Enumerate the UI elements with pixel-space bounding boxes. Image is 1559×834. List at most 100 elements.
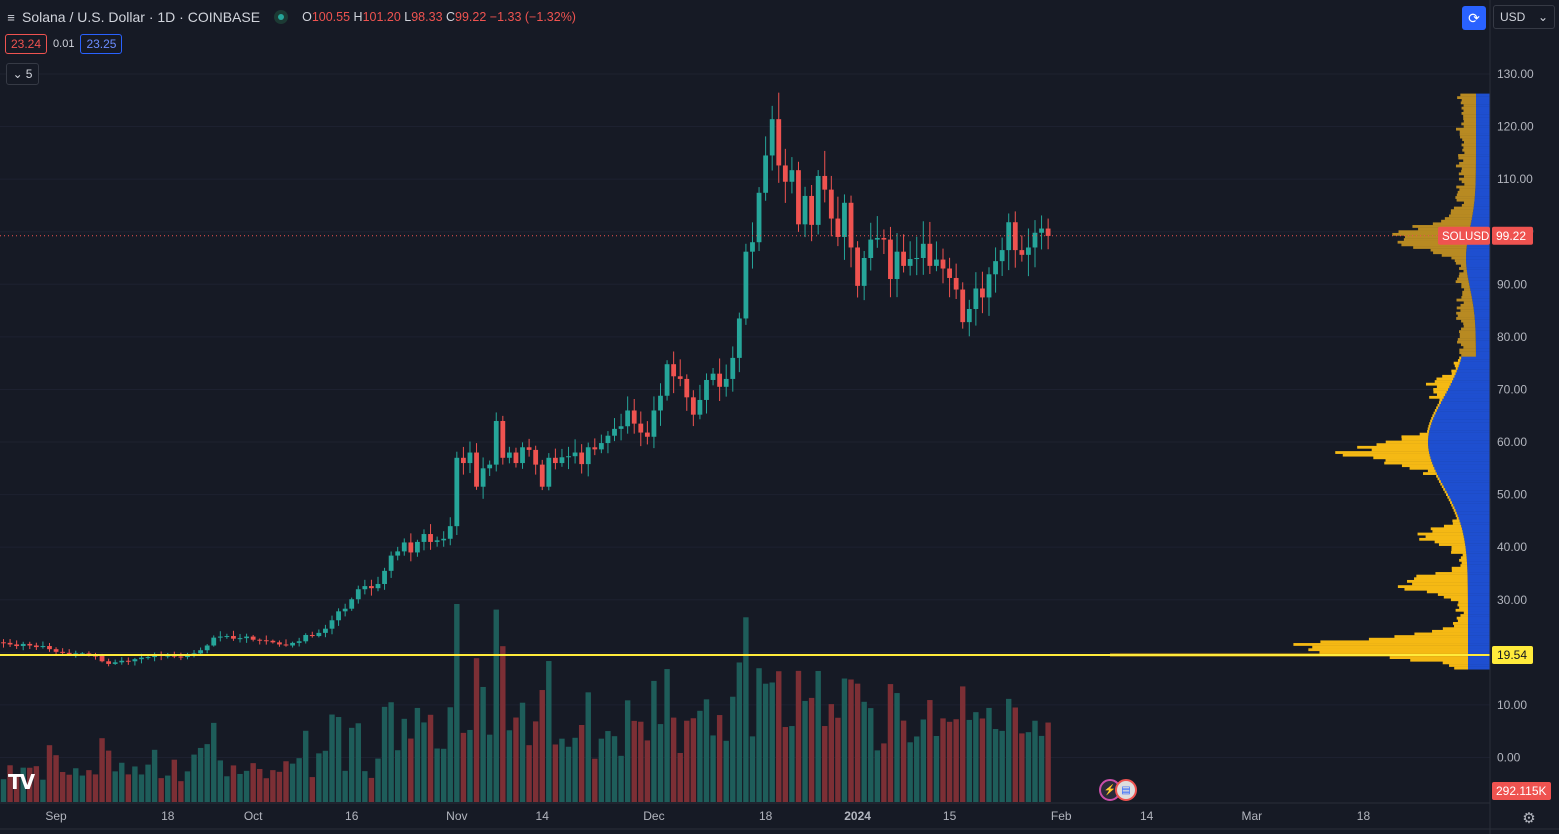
candle-body[interactable] [395, 551, 401, 556]
candle-body[interactable] [947, 268, 952, 278]
candle-body[interactable] [401, 542, 407, 552]
candle-body[interactable] [763, 155, 769, 193]
candle-body[interactable] [723, 378, 729, 387]
candle-body[interactable] [178, 656, 184, 658]
candle-body[interactable] [355, 589, 361, 600]
candle-body[interactable] [415, 541, 420, 553]
candle-body[interactable] [842, 202, 847, 237]
candle-body[interactable] [953, 277, 959, 290]
candle-body[interactable] [27, 643, 33, 646]
candle-body[interactable] [914, 257, 920, 260]
candle-body[interactable] [756, 192, 762, 243]
candle-body[interactable] [782, 165, 788, 182]
candle-body[interactable] [480, 468, 486, 487]
candle-body[interactable] [717, 373, 723, 387]
candle-body[interactable] [250, 636, 256, 640]
us-flag-icon[interactable]: ▤ [1115, 779, 1137, 801]
candle-body[interactable] [198, 650, 203, 654]
candle-body[interactable] [66, 652, 72, 654]
candle-body[interactable] [211, 637, 217, 646]
candle-body[interactable] [73, 653, 79, 655]
candle-body[interactable] [290, 642, 295, 646]
candle-body[interactable] [828, 189, 834, 219]
candle-body[interactable] [408, 542, 414, 553]
candle-body[interactable] [802, 195, 808, 225]
candle-body[interactable] [454, 457, 460, 527]
tradingview-logo-icon[interactable]: TV [8, 770, 35, 794]
buy-price-button[interactable]: 23.25 [80, 34, 123, 54]
candle-body[interactable] [684, 378, 690, 398]
candle-body[interactable] [270, 640, 276, 643]
candle-body[interactable] [1026, 247, 1031, 255]
candle-body[interactable] [99, 656, 105, 662]
candle-body[interactable] [1, 642, 6, 644]
candle-body[interactable] [7, 642, 13, 645]
sync-icon[interactable]: ⟳ [1462, 6, 1486, 30]
candle-body[interactable] [467, 452, 473, 464]
candle-body[interactable] [585, 447, 591, 465]
candle-body[interactable] [362, 586, 368, 590]
candle-body[interactable] [907, 259, 913, 266]
candle-body[interactable] [730, 357, 736, 379]
candle-body[interactable] [533, 449, 539, 465]
candle-body[interactable] [217, 636, 223, 638]
candle-body[interactable] [263, 640, 269, 642]
candle-body[interactable] [671, 364, 677, 377]
candle-body[interactable] [592, 447, 598, 450]
candle-body[interactable] [33, 645, 39, 648]
candle-body[interactable] [999, 250, 1005, 262]
candle-body[interactable] [559, 457, 565, 464]
candle-body[interactable] [125, 660, 131, 662]
gear-icon[interactable]: ⚙ [1522, 810, 1536, 827]
candle-body[interactable] [1039, 228, 1044, 233]
candle-body[interactable] [447, 526, 453, 539]
candle-body[interactable] [927, 243, 933, 266]
candle-body[interactable] [349, 599, 355, 609]
candle-body[interactable] [960, 289, 966, 323]
candle-body[interactable] [881, 238, 887, 240]
candle-body[interactable] [612, 428, 617, 436]
candle-body[interactable] [566, 456, 571, 458]
candle-body[interactable] [539, 464, 545, 487]
candle-body[interactable] [296, 641, 302, 643]
candle-body[interactable] [428, 534, 433, 542]
candle-body[interactable] [185, 656, 190, 658]
candle-body[interactable] [224, 636, 230, 638]
candle-body[interactable] [1012, 222, 1018, 251]
candle-body[interactable] [47, 646, 52, 650]
candle-body[interactable] [736, 318, 742, 358]
candle-body[interactable] [53, 649, 59, 652]
menu-icon[interactable]: ≡ [7, 9, 15, 25]
candle-body[interactable] [815, 175, 821, 225]
events-icons[interactable]: ⚡ ▤ [1099, 779, 1137, 801]
candle-body[interactable] [112, 662, 118, 664]
candle-body[interactable] [40, 646, 46, 648]
candle-body[interactable] [329, 620, 335, 629]
candle-body[interactable] [572, 452, 578, 457]
candle-body[interactable] [638, 423, 644, 433]
candle-body[interactable] [605, 435, 611, 444]
candle-body[interactable] [769, 119, 775, 156]
candle-body[interactable] [119, 660, 125, 663]
candle-body[interactable] [579, 452, 585, 465]
candle-body[interactable] [323, 628, 328, 633]
candle-body[interactable] [940, 259, 946, 269]
candle-body[interactable] [93, 655, 98, 657]
candle-body[interactable] [809, 195, 815, 225]
candle-body[interactable] [375, 583, 381, 589]
candle-body[interactable] [434, 540, 440, 542]
candle-body[interactable] [145, 657, 151, 659]
candle-body[interactable] [106, 661, 112, 664]
candle-body[interactable] [513, 452, 519, 464]
candle-body[interactable] [855, 247, 860, 286]
candle-body[interactable] [336, 611, 341, 621]
candle-body[interactable] [1019, 250, 1025, 255]
currency-select[interactable]: USD ⌄ [1493, 5, 1555, 29]
candle-body[interactable] [139, 657, 144, 660]
candle-body[interactable] [920, 243, 926, 258]
candle-body[interactable] [644, 432, 650, 437]
candle-body[interactable] [966, 308, 972, 323]
candle-body[interactable] [658, 395, 663, 411]
candle-body[interactable] [369, 586, 374, 589]
